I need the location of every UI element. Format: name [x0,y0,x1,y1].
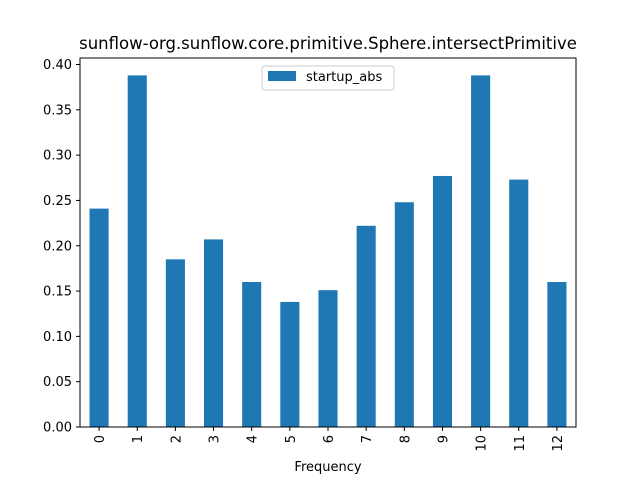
legend-swatch [268,71,296,81]
x-tick-label-8: 8 [398,435,413,443]
x-axis: 0 1 2 3 4 5 6 7 8 9 10 11 12 [93,427,566,452]
bar-8 [394,202,414,427]
y-tick-label-0.40: 0.40 [43,58,72,73]
bar-4 [242,282,262,427]
y-tick-label-0.15: 0.15 [43,285,72,300]
x-tick-label-1: 1 [131,435,146,443]
x-tick-label-2: 2 [169,435,184,443]
y-tick-label-0.30: 0.30 [43,149,72,164]
x-tick-label-0: 0 [93,435,108,443]
y-tick-label-0.20: 0.20 [43,239,72,254]
bar-2 [165,259,185,427]
x-tick-label-7: 7 [360,435,375,443]
x-tick-label-11: 11 [513,435,528,452]
bar-9 [432,175,452,427]
bar-10 [471,75,491,428]
bar-6 [318,290,338,427]
x-axis-label: Frequency [294,460,361,475]
y-tick-label-0.35: 0.35 [43,103,72,118]
chart-title: sunflow-org.sunflow.core.primitive.Spher… [79,34,577,53]
legend: startup_abs [261,65,395,91]
legend-label: startup_abs [306,70,382,85]
bar-3 [204,239,224,427]
x-tick-label-10: 10 [475,435,490,452]
x-tick-label-6: 6 [322,435,337,443]
y-tick-label-0.25: 0.25 [43,194,72,209]
y-tick-label-0.05: 0.05 [43,375,72,390]
bar-1 [127,75,147,428]
y-axis: 0.00 0.05 0.10 0.15 0.20 0.25 0.30 0.35 0.40 [43,58,80,436]
bar-0 [89,208,109,427]
y-tick-label-0.10: 0.10 [43,330,72,345]
bar-7 [356,225,376,427]
bar-5 [280,301,300,427]
bar-11 [509,179,529,427]
x-tick-label-4: 4 [246,435,261,443]
x-tick-label-12: 12 [551,435,566,452]
x-tick-label-3: 3 [208,435,223,443]
bar-12 [547,282,567,427]
x-tick-label-9: 9 [436,435,451,443]
y-tick-label-0.00: 0.00 [43,421,72,436]
x-tick-label-5: 5 [284,435,299,443]
bars-group [89,75,567,428]
plot-frame [79,57,577,428]
